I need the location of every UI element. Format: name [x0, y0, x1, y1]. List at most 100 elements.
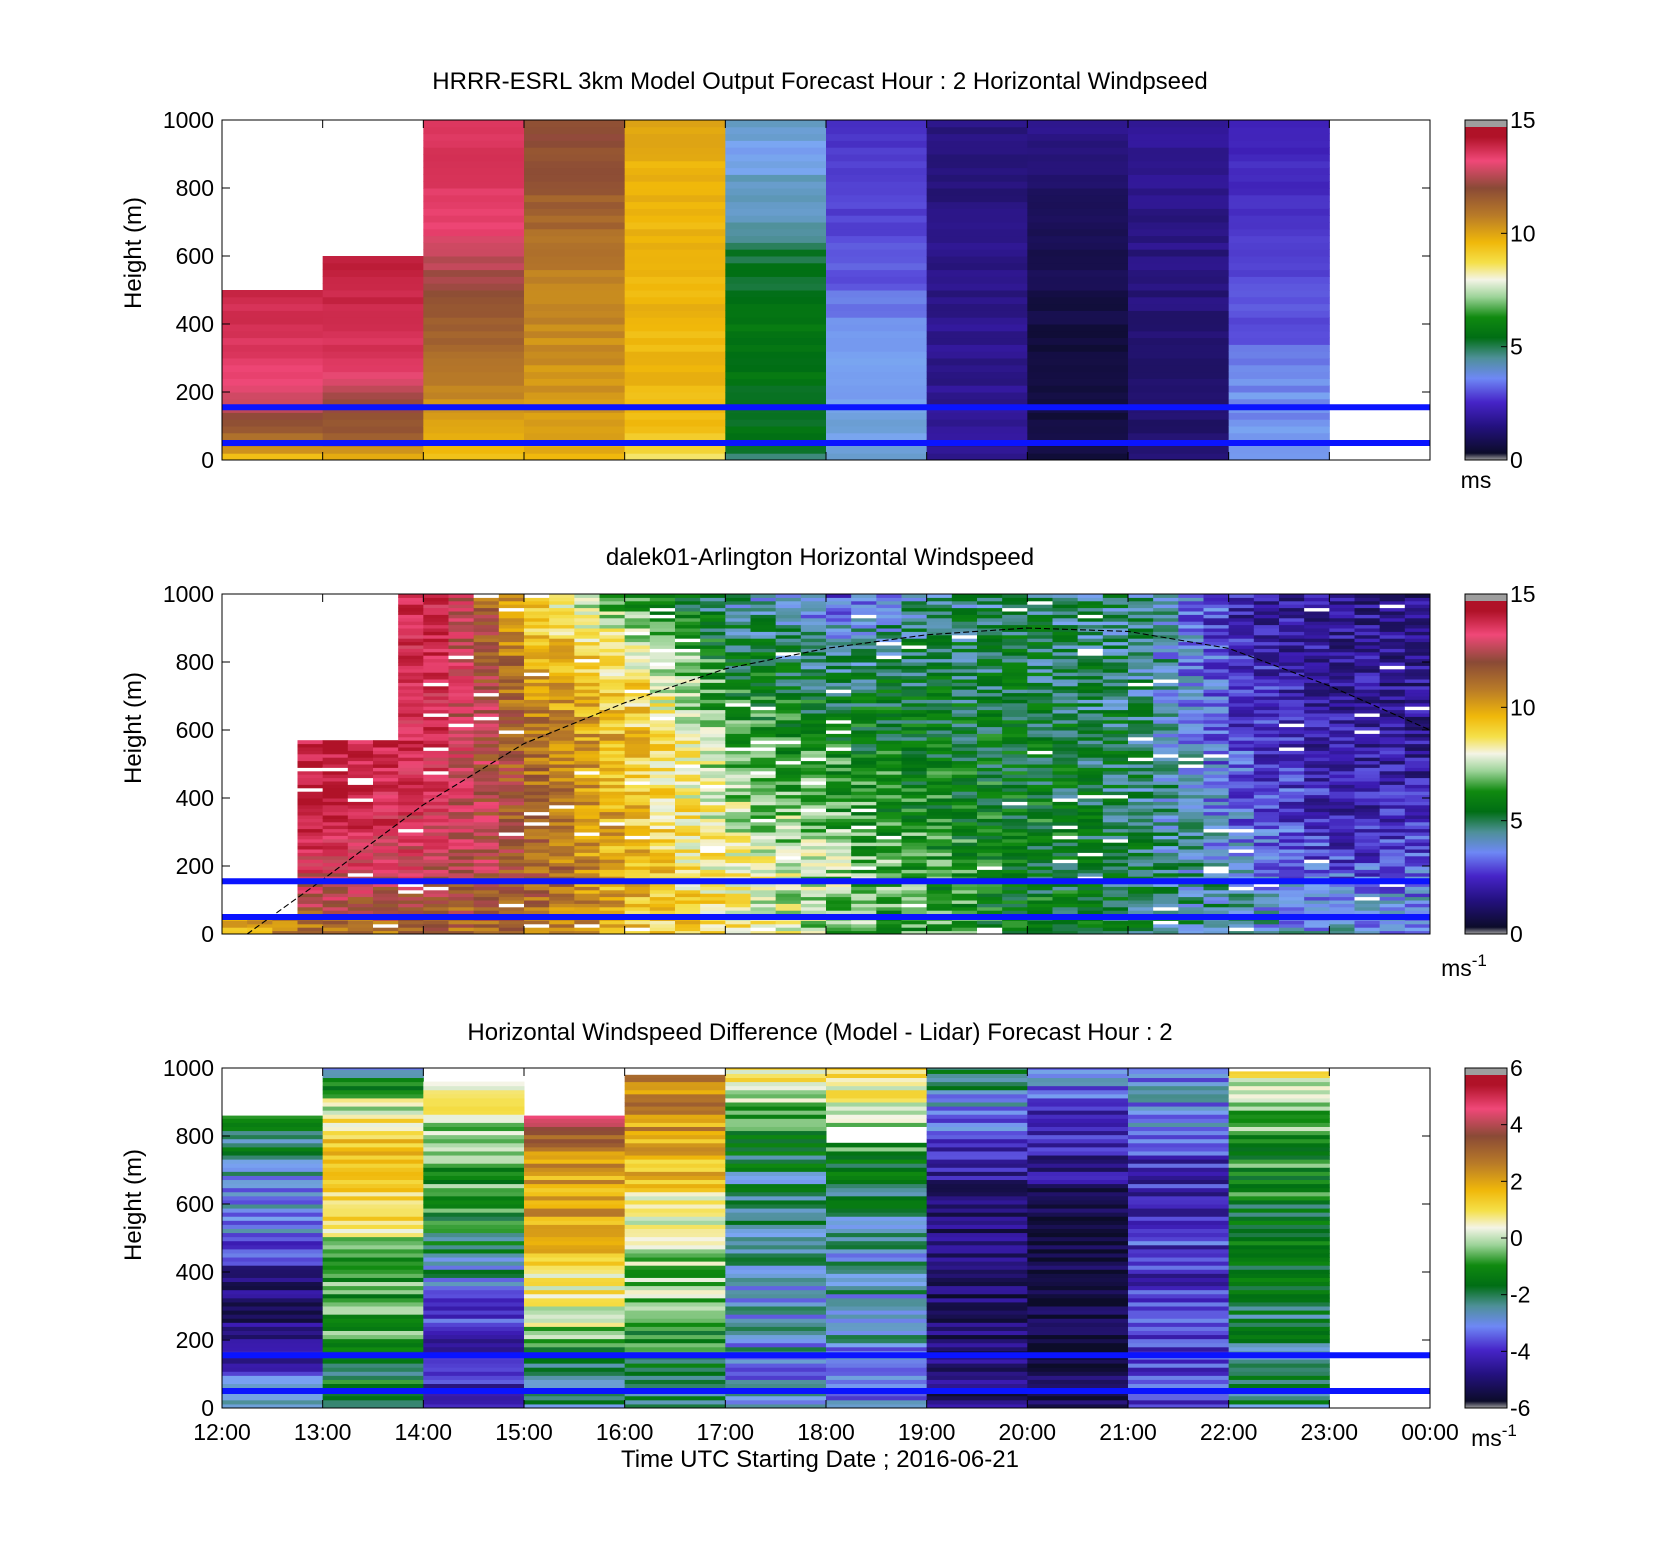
heat-cell [624, 767, 651, 772]
heat-cell [725, 832, 751, 836]
heat-cell [1102, 600, 1129, 605]
heat-cell [901, 886, 928, 891]
heat-cell [951, 716, 978, 721]
heat-cell [1279, 886, 1305, 891]
heat-cell [1002, 808, 1028, 813]
heat-cell [473, 641, 500, 646]
heat-cell [649, 818, 676, 823]
heat-cell [1153, 594, 1179, 598]
heat-cell [423, 828, 449, 833]
heat-cell [297, 855, 324, 860]
heat-cell [800, 828, 827, 833]
heat-cell [1329, 597, 1355, 602]
y-tick-label: 800 [176, 649, 214, 675]
heat-cell [926, 696, 953, 700]
heat-cell [901, 852, 928, 857]
heat-cell [826, 385, 928, 393]
heat-cell [775, 597, 802, 602]
heat-cell [1128, 675, 1154, 680]
heat-cell [826, 883, 852, 887]
heat-cell [1153, 719, 1179, 724]
heat-cell [1228, 832, 1255, 836]
heat-cell [951, 889, 978, 894]
heat-cell [1228, 242, 1330, 250]
heat-cell [297, 910, 324, 915]
heat-cell [1279, 651, 1305, 656]
heat-cell [574, 818, 600, 823]
heat-cell [624, 607, 651, 612]
heat-cell [851, 767, 877, 772]
heat-cell [423, 730, 449, 734]
heat-cell [373, 927, 399, 932]
heat-cell [1304, 621, 1330, 626]
heat-cell [1404, 604, 1431, 609]
heat-cell [297, 764, 324, 768]
heat-cell [649, 702, 676, 707]
heat-cell [926, 628, 953, 632]
heat-cell [826, 736, 852, 741]
heat-cell [1128, 828, 1154, 833]
heat-cell [951, 900, 978, 904]
heat-cell [1379, 719, 1406, 724]
heat-cell [1077, 838, 1104, 843]
heat-cell [851, 594, 877, 598]
heat-cell [775, 876, 802, 881]
heat-cell [1404, 706, 1431, 711]
heat-cell [347, 920, 374, 925]
heat-cell [926, 910, 953, 915]
heat-cell [725, 269, 827, 277]
heat-cell [1228, 838, 1255, 843]
heat-cell [1279, 859, 1305, 864]
heat-cell [1228, 621, 1255, 626]
heat-cell [1128, 188, 1230, 196]
heat-cell [826, 412, 928, 420]
heat-cell [549, 821, 575, 826]
heat-cell [1153, 713, 1179, 717]
heat-cell [1002, 764, 1028, 768]
heat-cell [448, 866, 475, 870]
heat-cell [649, 597, 676, 602]
heat-cell [725, 896, 751, 901]
heat-cell [1228, 719, 1255, 724]
heat-cell [1153, 791, 1179, 796]
heat-cell [1128, 621, 1154, 626]
heat-cell [524, 651, 550, 656]
heat-cell [473, 668, 500, 673]
heat-cell [1077, 821, 1104, 826]
heat-cell [700, 784, 726, 789]
heat-cell [649, 594, 676, 598]
heat-cell [1253, 808, 1280, 813]
heat-cell [826, 852, 852, 857]
heat-cell [800, 927, 827, 932]
heat-cell [1253, 692, 1280, 697]
heat-cell [926, 604, 953, 609]
heat-cell [398, 699, 424, 704]
heat-cell [901, 713, 928, 717]
heat-cell [1153, 679, 1179, 683]
heat-cell [448, 692, 475, 697]
heat-cell [851, 679, 877, 683]
heat-cell [624, 675, 651, 680]
heat-cell [398, 706, 424, 711]
heat-cell [800, 757, 827, 762]
heat-cell [1178, 852, 1204, 857]
heat-cell [826, 869, 852, 874]
heat-cell [1027, 607, 1053, 612]
heat-cell [1279, 896, 1305, 901]
heat-cell [423, 446, 525, 454]
heat-cell [750, 838, 777, 843]
heat-cell [775, 641, 802, 646]
heat-cell [826, 675, 852, 680]
heat-cell [725, 242, 827, 250]
heat-cell [498, 662, 525, 666]
heat-cell [926, 655, 953, 660]
heat-cell [826, 709, 852, 714]
heat-cell [1178, 604, 1204, 609]
heat-cell [775, 658, 802, 663]
heat-cell [473, 614, 500, 619]
heat-cell [423, 927, 449, 932]
heat-cell [1354, 611, 1381, 615]
heat-cell [800, 855, 827, 860]
heat-cell [977, 859, 1003, 864]
heat-cell [1329, 617, 1355, 622]
